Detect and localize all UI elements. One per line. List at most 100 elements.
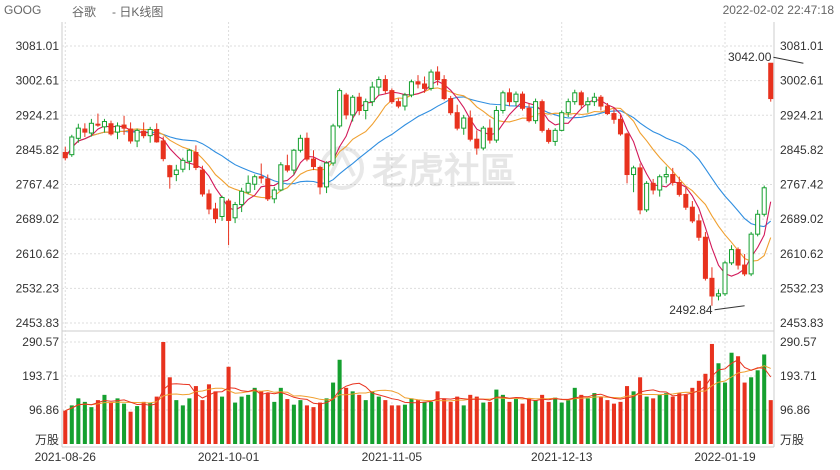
volume-ma10-line [65,365,771,412]
candle-body [278,164,284,191]
candle-down [448,95,454,115]
price-tick-label-left: 2689.02 [16,212,60,226]
candle-body [441,79,447,100]
volume-bar-down [677,393,682,444]
candle-body [252,176,258,185]
candle-body [297,137,303,151]
candle-down [343,92,349,120]
price-tick-label-right: 3002.61 [780,74,824,88]
candle-body [180,159,186,170]
candle-down [422,76,428,93]
volume-bar-down [154,396,159,444]
volume-bar-up [187,398,192,444]
candle-body [212,208,219,220]
candle-down [317,165,323,195]
volume-bar-up [494,389,499,444]
volume-bar-down [396,405,401,444]
candle-body [95,123,101,126]
price-annotation: 3042.00 [728,50,772,64]
volume-bar-up [409,398,414,444]
volume-bar-up [350,391,355,444]
volume-bar-down [226,366,231,444]
candle-body [768,62,774,100]
candle-up [729,245,735,266]
candle-body [709,277,715,297]
candle-down [310,150,317,171]
candle-up [245,175,251,195]
price-tick-label-left: 2610.62 [16,247,60,261]
volume-tick-label-right: 96.86 [780,403,810,417]
volume-bar-down [455,396,460,444]
candle-down [624,132,630,184]
volume-bar-down [651,398,656,444]
price-tick-label-right: 2610.62 [780,247,824,261]
volume-bar-down [638,377,643,444]
volume-bar-down [625,386,630,444]
candle-body [154,128,160,143]
volume-bar-down [285,399,290,444]
candle-body [121,124,127,129]
candle-down [604,102,610,115]
volume-bar-up [376,396,381,444]
price-tick-label-left: 3002.61 [16,74,60,88]
volume-unit-label-right: 万股 [780,433,804,447]
candle-up [186,148,192,171]
candle-body [226,200,232,221]
candle-body [631,167,637,176]
volume-bar-up [278,387,283,444]
volume-bar-up [631,391,636,444]
candle-up [513,91,519,107]
candle-up [748,231,754,277]
price-annotation: 2492.84 [669,303,713,317]
volume-bar-down [703,373,708,444]
candle-down [519,91,526,111]
volume-bar-up [559,402,564,444]
price-tick-label-left: 2453.83 [16,316,60,330]
volume-bar-up [69,405,74,444]
candle-body [415,81,421,85]
candle-down [539,99,545,133]
candle-up [722,260,728,296]
candle-down [506,88,512,107]
volume-bar-up [402,404,407,444]
price-tick-label-left: 3081.01 [16,39,60,53]
chart-header: GOOG 谷歌 - 日K线图 2022-02-02 22:47:18 [0,0,840,20]
volume-bar-up [272,401,277,444]
candle-body [395,101,401,107]
candle-down [702,231,708,281]
candle-down [637,163,643,215]
candle-up [644,181,650,213]
volume-bar-down [193,386,198,444]
volume-tick-label-left: 193.71 [22,369,59,383]
ma20-line [64,96,772,228]
candle-up [278,162,284,192]
annotation-leader [714,305,745,311]
candle-body [343,94,349,116]
volume-bar-down [415,400,421,444]
volume-bar-down [383,400,388,444]
candle-up [533,98,539,124]
candle-up [631,165,637,193]
volume-tick-label-right: 290.57 [780,335,817,349]
candle-down [676,176,682,197]
candle-down [670,167,676,186]
candle-down [696,214,702,241]
candle-body [617,118,624,135]
candle-down [689,201,695,224]
candle-up [114,122,121,140]
candle-body [62,151,68,159]
candle-down [650,178,656,195]
candle-up [88,118,94,137]
candle-body [467,117,473,140]
candle-body [258,176,264,179]
volume-bar-up [566,400,571,444]
candle-down [742,254,748,277]
volume-tick-label-left: 96.86 [29,403,59,417]
candle-body [604,105,610,115]
volume-bar-up [722,382,728,444]
price-tick-label-right: 2689.02 [780,212,824,226]
volume-bar-up [572,387,577,444]
candle-body [663,174,669,178]
volume-ma5-line [65,359,772,412]
